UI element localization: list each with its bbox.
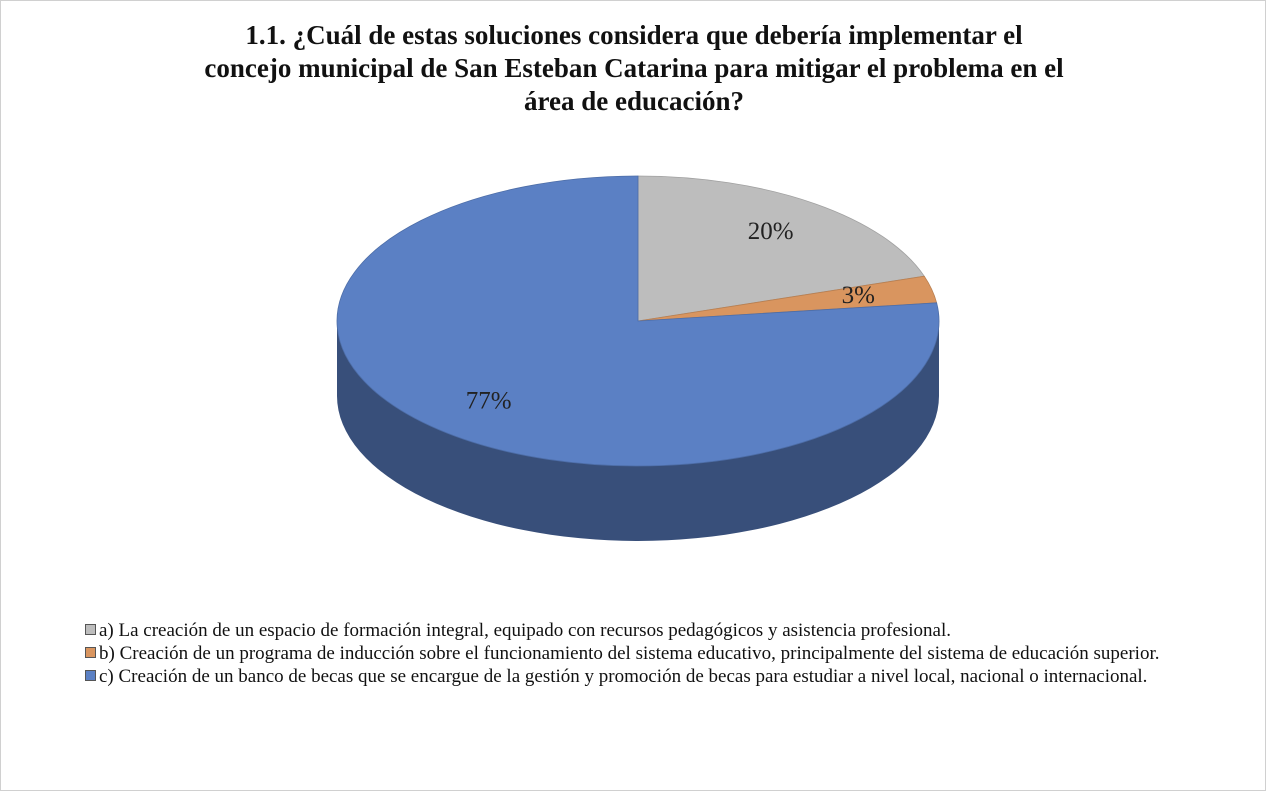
- pie-slice: [637, 175, 925, 322]
- legend: a) La creación de un espacio de formació…: [81, 619, 1201, 688]
- data-label: 77%: [466, 387, 512, 414]
- legend-swatch: [85, 647, 96, 658]
- legend-swatch: [85, 670, 96, 681]
- title-line: 1.1. ¿Cuál de estas soluciones considera…: [245, 20, 1023, 50]
- chart-title: 1.1. ¿Cuál de estas soluciones considera…: [1, 19, 1265, 118]
- pie-slice: [336, 175, 940, 467]
- legend-entry: a) La creación de un espacio de formació…: [81, 619, 1209, 642]
- data-label: 20%: [748, 218, 794, 245]
- pie-side: [337, 321, 939, 541]
- legend-entry: b) Creación de un programa de inducción …: [81, 642, 1209, 665]
- legend-label: b) Creación de un programa de inducción …: [99, 643, 1160, 664]
- legend-entry: c) Creación de un banco de becas que se …: [81, 665, 1209, 688]
- legend-label: c) Creación de un banco de becas que se …: [99, 666, 1148, 687]
- data-label: 3%: [842, 282, 875, 309]
- title-line: área de educación?: [524, 86, 744, 116]
- legend-label: a) La creación de un espacio de formació…: [99, 620, 952, 641]
- title-line: concejo municipal de San Esteban Catarin…: [204, 53, 1064, 83]
- legend-swatch: [85, 624, 96, 635]
